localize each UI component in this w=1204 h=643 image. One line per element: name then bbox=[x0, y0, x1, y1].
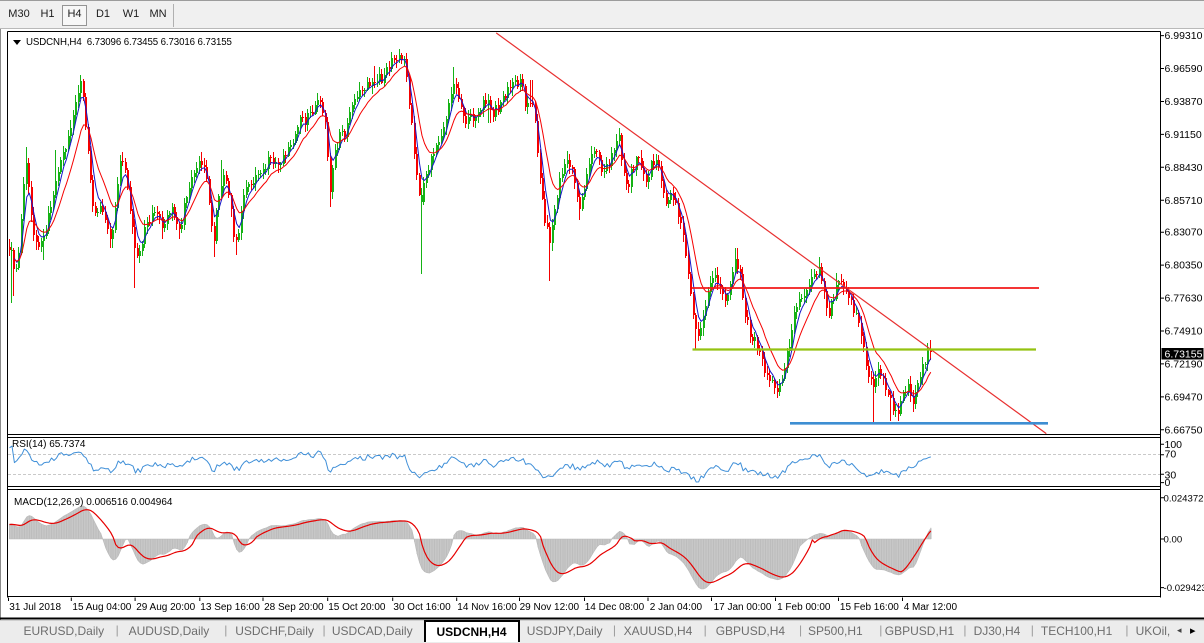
svg-text:0.024372: 0.024372 bbox=[1164, 493, 1204, 504]
svg-text:6.99310: 6.99310 bbox=[1165, 30, 1203, 42]
svg-text:13 Sep 16:00: 13 Sep 16:00 bbox=[200, 602, 260, 613]
svg-text:6.93870: 6.93870 bbox=[1165, 96, 1203, 108]
svg-text:6.85710: 6.85710 bbox=[1165, 195, 1203, 207]
svg-text:70: 70 bbox=[1165, 449, 1177, 461]
svg-text:6.69470: 6.69470 bbox=[1165, 391, 1203, 403]
svg-text:6.88430: 6.88430 bbox=[1165, 162, 1203, 174]
svg-text:0.00: 0.00 bbox=[1164, 535, 1183, 546]
svg-text:17 Jan 00:00: 17 Jan 00:00 bbox=[714, 602, 772, 613]
svg-text:28 Sep 20:00: 28 Sep 20:00 bbox=[264, 602, 324, 613]
svg-text:MACD(12,26,9) 0.006516 0.00496: MACD(12,26,9) 0.006516 0.004964 bbox=[14, 497, 173, 508]
svg-text:2 Jan 04:00: 2 Jan 04:00 bbox=[650, 602, 703, 613]
svg-text:0: 0 bbox=[1165, 477, 1171, 489]
svg-text:30 Oct 16:00: 30 Oct 16:00 bbox=[393, 602, 451, 613]
svg-text:15 Feb 16:00: 15 Feb 16:00 bbox=[840, 602, 899, 613]
svg-text:6.96590: 6.96590 bbox=[1165, 63, 1203, 75]
svg-text:USDCNH,H4 6.73096 6.73455 6.7: USDCNH,H4 6.73096 6.73455 6.73016 6.7315… bbox=[26, 37, 232, 48]
svg-text:6.73155: 6.73155 bbox=[1165, 349, 1203, 361]
svg-text:14 Dec 08:00: 14 Dec 08:00 bbox=[585, 602, 645, 613]
svg-text:6.83070: 6.83070 bbox=[1165, 227, 1203, 239]
svg-text:6.77630: 6.77630 bbox=[1165, 293, 1203, 305]
svg-text:6.91150: 6.91150 bbox=[1165, 129, 1202, 141]
svg-text:4 Mar 12:00: 4 Mar 12:00 bbox=[904, 602, 958, 613]
svg-text:6.66750: 6.66750 bbox=[1165, 424, 1203, 436]
svg-text:1 Feb 00:00: 1 Feb 00:00 bbox=[777, 602, 831, 613]
svg-text:6.80350: 6.80350 bbox=[1165, 260, 1203, 272]
svg-text:31 Jul 2018: 31 Jul 2018 bbox=[9, 602, 61, 613]
svg-text:29 Aug 20:00: 29 Aug 20:00 bbox=[136, 602, 195, 613]
svg-text:15 Aug 04:00: 15 Aug 04:00 bbox=[72, 602, 131, 613]
svg-text:RSI(14) 65.7374: RSI(14) 65.7374 bbox=[12, 439, 86, 450]
svg-text:6.74910: 6.74910 bbox=[1165, 326, 1203, 338]
svg-text:100: 100 bbox=[1165, 439, 1183, 451]
svg-text:30: 30 bbox=[1165, 469, 1177, 481]
svg-text:15 Oct 20:00: 15 Oct 20:00 bbox=[328, 602, 386, 613]
svg-text:6.72190: 6.72190 bbox=[1165, 358, 1203, 370]
svg-text:29 Nov 12:00: 29 Nov 12:00 bbox=[520, 602, 580, 613]
svg-text:-0.029423: -0.029423 bbox=[1164, 583, 1204, 594]
svg-text:14 Nov 16:00: 14 Nov 16:00 bbox=[457, 602, 517, 613]
